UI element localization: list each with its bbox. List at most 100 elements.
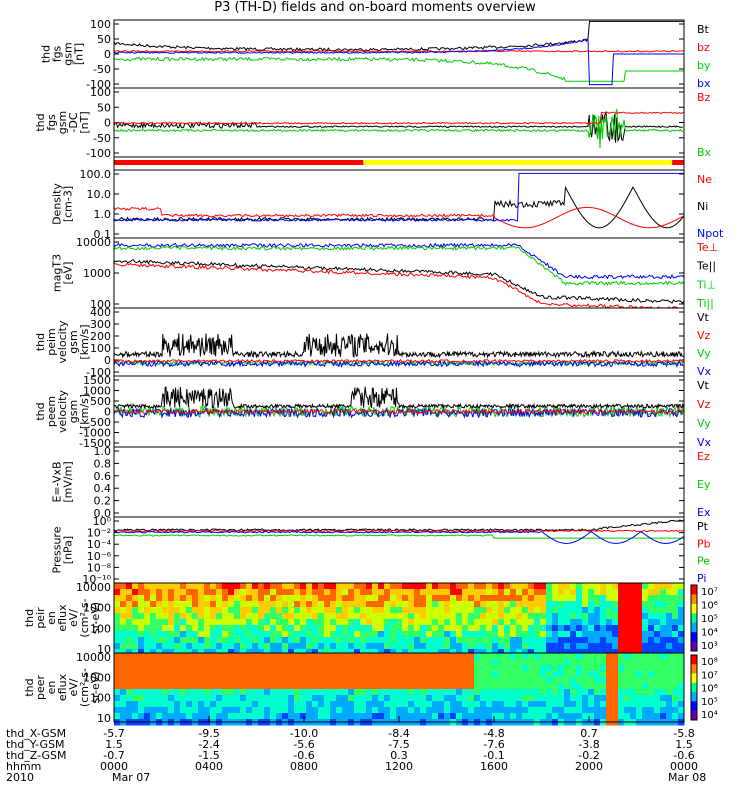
- spectrogram-cell: [420, 637, 427, 644]
- spectrogram-cell: [360, 607, 367, 614]
- spectrogram-cell: [660, 653, 667, 660]
- spectrogram-cell: [642, 607, 649, 614]
- spectrogram-cell: [648, 625, 655, 632]
- spectrogram-cell: [510, 665, 517, 672]
- spectrogram-cell: [300, 589, 307, 596]
- spectrogram-cell: [432, 701, 439, 708]
- spectrogram-cell: [624, 583, 631, 590]
- spectrogram-cell: [318, 649, 325, 656]
- spectrogram-cell: [192, 619, 199, 626]
- spectrogram-cell: [318, 613, 325, 620]
- spectrogram-cell: [630, 601, 637, 608]
- ephem-value: -4.8: [483, 727, 504, 740]
- spectrogram-cell: [366, 607, 373, 614]
- spectrogram-cell: [192, 653, 199, 660]
- spectrogram-cell: [156, 649, 163, 656]
- spectrogram-cell: [342, 683, 349, 690]
- spectrogram-cell: [552, 649, 559, 656]
- spectrogram-cell: [366, 683, 373, 690]
- spectrogram-cell: [540, 653, 547, 660]
- legend-entry: Pt: [697, 520, 709, 533]
- spectrogram-cell: [156, 643, 163, 650]
- y-axis-label: magT3: [51, 254, 64, 292]
- spectrogram-cell: [198, 683, 205, 690]
- spectrogram-cell: [432, 677, 439, 684]
- spectrogram-cell: [660, 707, 667, 714]
- spectrogram-cell: [426, 631, 433, 638]
- spectrogram-cell: [174, 671, 181, 678]
- spectrogram-cell: [246, 659, 253, 666]
- spectrogram-cell: [516, 713, 523, 720]
- spectrogram-cell: [660, 595, 667, 602]
- spectrogram-cell: [180, 695, 187, 702]
- spectrogram-cell: [324, 607, 331, 614]
- spectrogram-cell: [318, 601, 325, 608]
- spectrogram-cell: [390, 649, 397, 656]
- spectrogram-cell: [666, 589, 673, 596]
- spectrogram-cell: [402, 677, 409, 684]
- spectrogram-cell: [204, 607, 211, 614]
- spectrogram-cell: [270, 607, 277, 614]
- spectrogram-cell: [552, 625, 559, 632]
- spectrogram-cell: [324, 625, 331, 632]
- spectrogram-cell: [438, 671, 445, 678]
- spectrogram-cell: [522, 677, 529, 684]
- spectrogram-cell: [408, 613, 415, 620]
- spectrogram-cell: [594, 589, 601, 596]
- spectrogram-cell: [222, 689, 229, 696]
- spectrogram-cell: [162, 613, 169, 620]
- spectrogram-cell: [258, 613, 265, 620]
- spectrogram-cell: [144, 619, 151, 626]
- spectrogram-cell: [360, 701, 367, 708]
- spectrogram-cell: [642, 689, 649, 696]
- spectrogram-cell: [582, 701, 589, 708]
- spectrogram-cell: [456, 689, 463, 696]
- spectrogram-cell: [132, 665, 139, 672]
- spectrogram-cell: [618, 665, 625, 672]
- spectrogram-cell: [372, 695, 379, 702]
- spectrogram-cell: [492, 643, 499, 650]
- spectrogram-cell: [672, 689, 679, 696]
- y-tick-label: -50: [93, 63, 111, 76]
- te-perp-line: [113, 262, 684, 309]
- spectrogram-cell: [414, 583, 421, 590]
- spectrogram-cell: [366, 643, 373, 650]
- spectrogram-cell: [216, 589, 223, 596]
- spectrogram-cell: [570, 589, 577, 596]
- spectrogram-cell: [306, 631, 313, 638]
- spectrogram-cell: [336, 613, 343, 620]
- spectrogram-cell: [660, 649, 667, 656]
- spectrogram-cell: [366, 701, 373, 708]
- spectrogram-cell: [282, 671, 289, 678]
- spectrogram-cell: [228, 701, 235, 708]
- spectrogram-cell: [276, 659, 283, 666]
- spectrogram-cell: [420, 689, 427, 696]
- spectrogram-cell: [528, 625, 535, 632]
- spectrogram-cell: [282, 583, 289, 590]
- spectrogram-cell: [468, 689, 475, 696]
- spectrogram-cell: [156, 631, 163, 638]
- spectrogram-cell: [672, 607, 679, 614]
- spectrogram-cell: [216, 583, 223, 590]
- spectrogram-cell: [354, 601, 361, 608]
- spectrogram-cell: [534, 671, 541, 678]
- spectrogram-cell: [210, 601, 217, 608]
- spectrogram-cell: [510, 589, 517, 596]
- spectrogram-cell: [402, 665, 409, 672]
- spectrogram-cell: [384, 677, 391, 684]
- spectrogram-cell: [204, 595, 211, 602]
- spectrogram-cell: [606, 643, 613, 650]
- spectrogram-cell: [348, 619, 355, 626]
- spectrogram-cell: [534, 625, 541, 632]
- spectrogram-cell: [390, 659, 397, 666]
- spectrogram-cell: [174, 583, 181, 590]
- spectrogram-cell: [120, 589, 127, 596]
- spectrogram-cell: [570, 613, 577, 620]
- spectrogram-cell: [672, 595, 679, 602]
- legend-entry: Ti||: [696, 297, 714, 310]
- spectrogram-cell: [390, 671, 397, 678]
- spectrogram-cell: [126, 659, 133, 666]
- spectrogram-cell: [162, 683, 169, 690]
- spectrogram-cell: [468, 683, 475, 690]
